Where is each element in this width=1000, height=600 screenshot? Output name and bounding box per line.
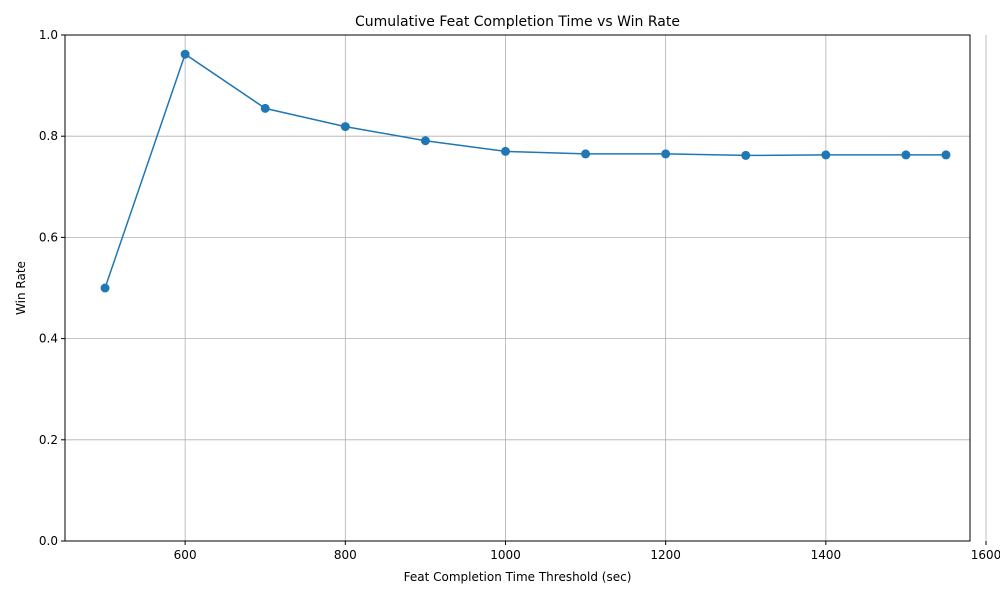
y-tick-label: 0.2 [39, 433, 58, 447]
data-point [260, 103, 270, 113]
x-axis-label: Feat Completion Time Threshold (sec) [404, 570, 632, 584]
y-axis-label: Win Rate [14, 261, 28, 315]
x-tick-label: 600 [174, 548, 197, 562]
data-point [741, 150, 751, 160]
data-point [100, 283, 110, 293]
x-axis-ticks: 600 800 1000 1200 1400 1600 [174, 541, 1000, 562]
series-markers [100, 49, 951, 293]
x-tick-label: 1600 [971, 548, 1000, 562]
data-point [661, 149, 671, 159]
y-axis-ticks: 0.0 0.2 0.4 0.6 0.8 1.0 [39, 28, 65, 548]
data-point [180, 49, 190, 59]
data-point [500, 146, 510, 156]
y-tick-label: 0.6 [39, 230, 58, 244]
data-point [581, 149, 591, 159]
data-point [340, 122, 350, 132]
x-tick-label: 1200 [650, 548, 681, 562]
data-point [901, 150, 911, 160]
x-tick-label: 1000 [490, 548, 521, 562]
chart-title: Cumulative Feat Completion Time vs Win R… [355, 14, 680, 30]
y-tick-label: 1.0 [39, 28, 58, 42]
win-rate-line [104, 53, 946, 289]
y-tick-label: 0.4 [39, 332, 58, 346]
data-point [941, 150, 951, 160]
data-point [821, 150, 831, 160]
y-tick-label: 0.0 [39, 534, 58, 548]
x-tick-label: 800 [334, 548, 357, 562]
y-tick-label: 0.8 [39, 129, 58, 143]
data-point [420, 136, 430, 146]
plot-frame [64, 34, 971, 542]
series-line [104, 53, 946, 289]
x-tick-label: 1400 [811, 548, 842, 562]
